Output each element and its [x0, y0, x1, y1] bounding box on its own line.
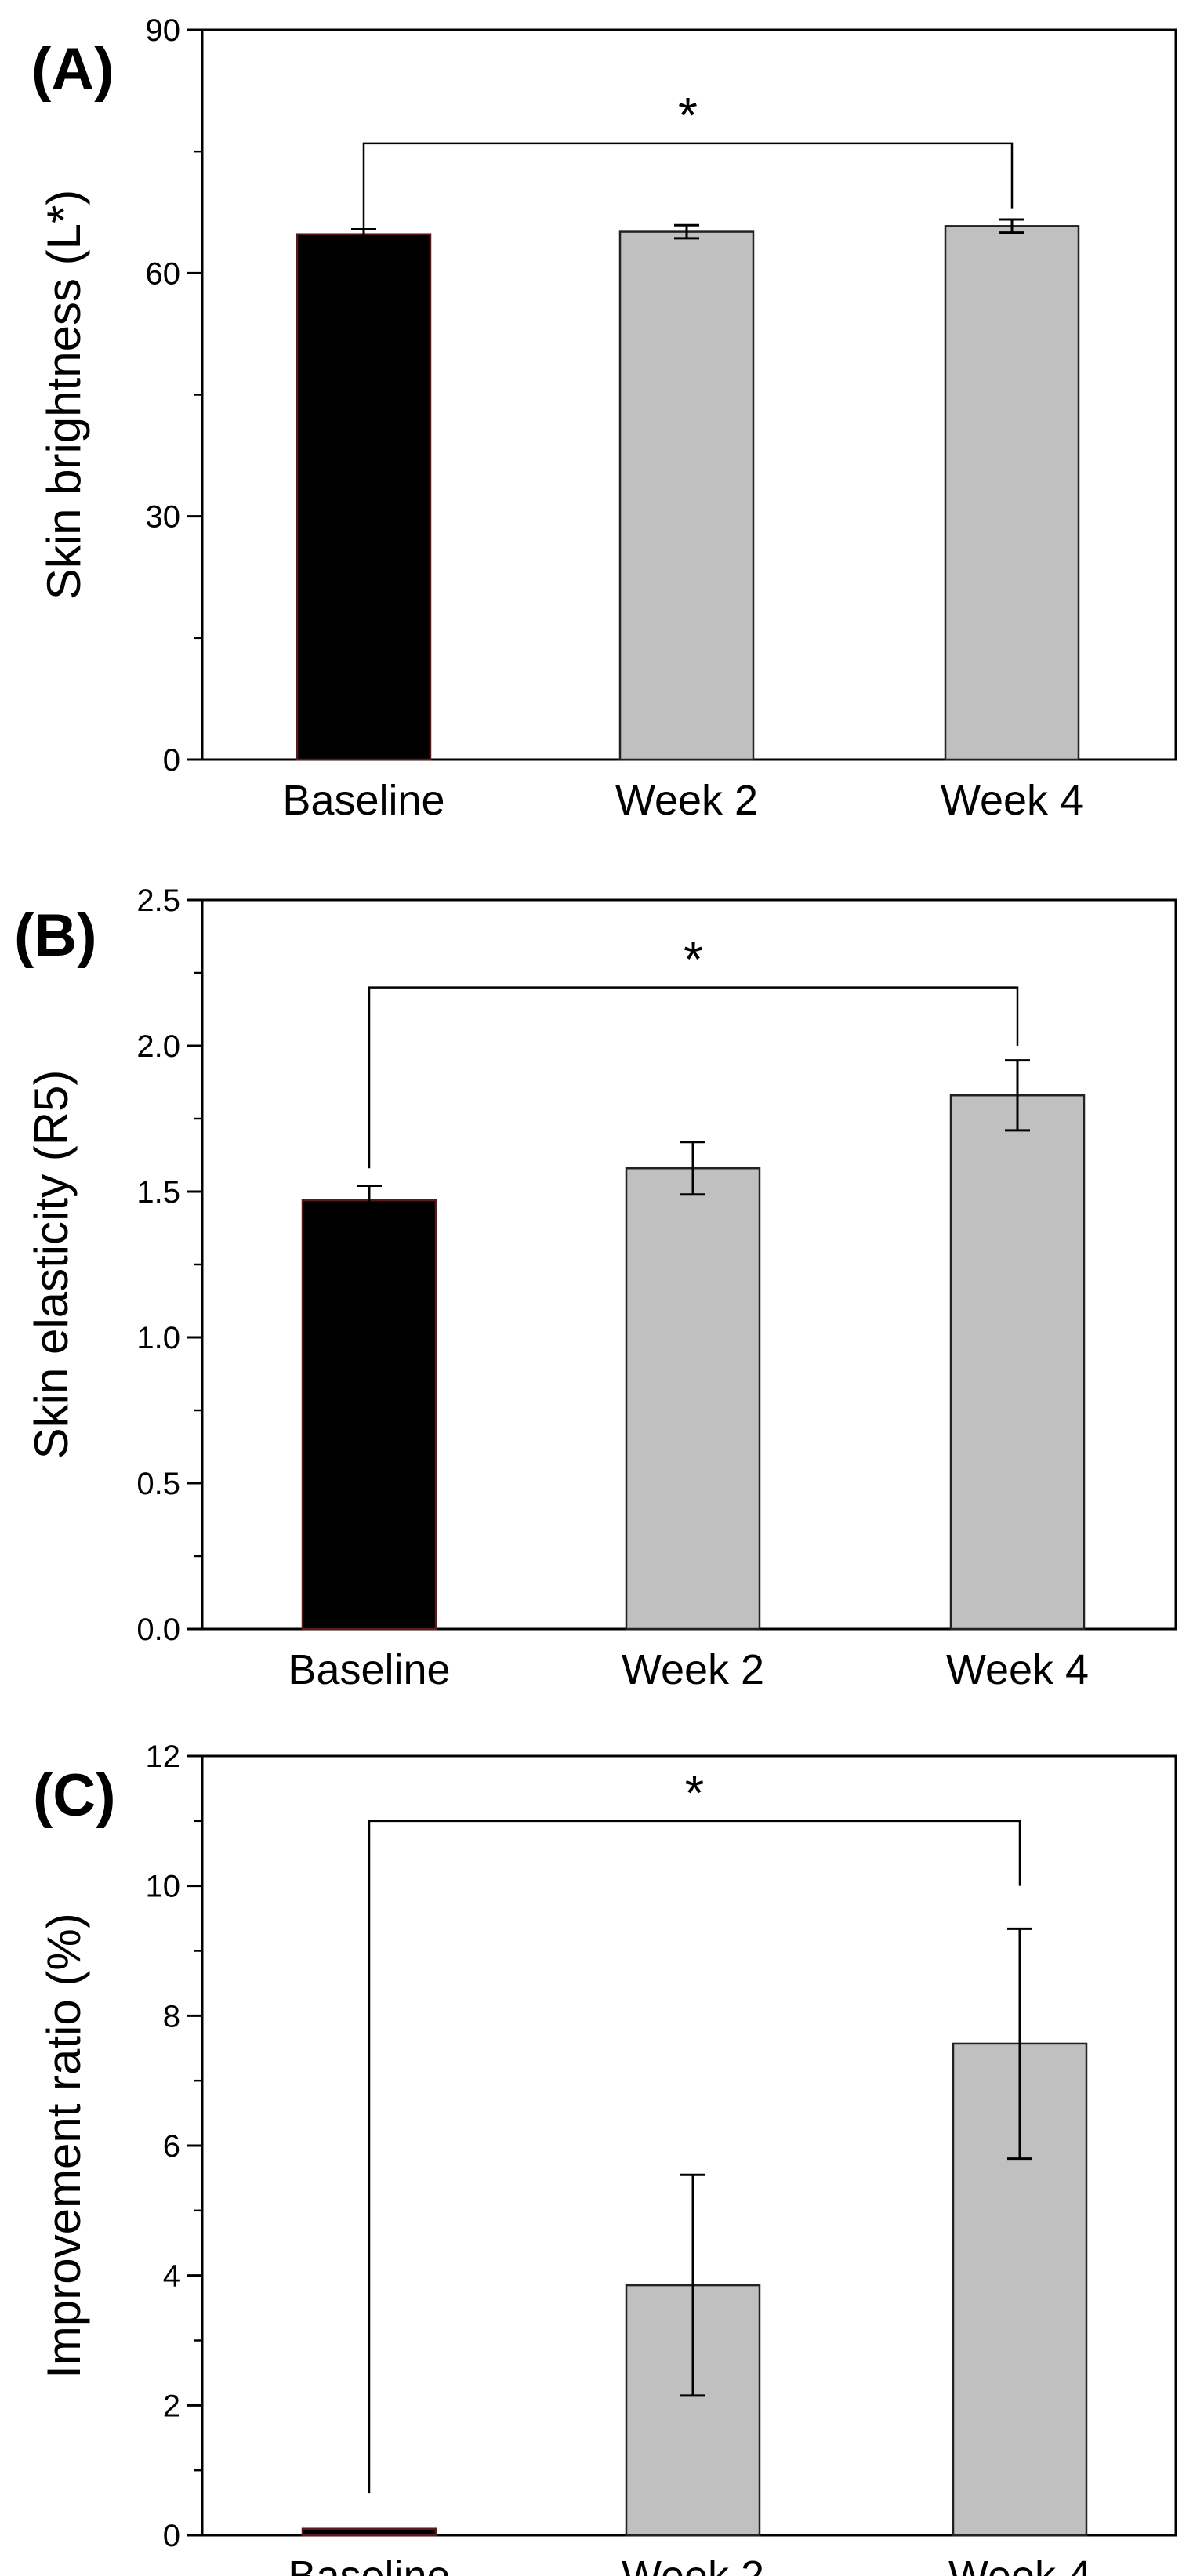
significance-marker: *	[684, 931, 703, 988]
y-tick-label: 12	[146, 1740, 181, 1774]
panel-label: (B)	[14, 902, 97, 969]
y-tick-label: 1.5	[136, 1175, 180, 1210]
y-tick-label: 60	[146, 256, 181, 291]
significance-bracket	[362, 142, 1014, 241]
x-category-label: Baseline	[288, 2552, 450, 2576]
bar-week-4	[949, 1094, 1086, 1631]
y-tick-label: 0.5	[136, 1467, 180, 1501]
y-tick-label: 1.0	[136, 1321, 180, 1355]
x-category-label: Week 2	[615, 777, 758, 824]
x-category-label: Baseline	[288, 1646, 450, 1693]
bar-baseline	[301, 2527, 437, 2537]
x-category-label: Week 4	[948, 2552, 1091, 2576]
y-axis-label: Skin elasticity (R5)	[25, 1070, 78, 1460]
chart-panel: 0 30 60 90 Baseline Week 2 Week 4 * Skin brightn…	[31, 13, 1177, 824]
x-category-label: Week 2	[622, 2552, 764, 2576]
significance-marker: *	[678, 87, 698, 143]
y-tick-label: 8	[163, 1999, 180, 2034]
y-tick-label: 10	[146, 1870, 181, 1904]
y-axis-label: Improvement ratio (%)	[38, 1913, 90, 2378]
y-tick-label: 90	[146, 13, 181, 48]
chart-panel: 0 2 4 6 8 10 12 Baseline Week 2 Week 4 * Improvemen…	[33, 1740, 1177, 2576]
bar-baseline	[296, 233, 432, 761]
bar-week-2	[618, 230, 755, 761]
y-tick-label: 0	[163, 2519, 180, 2553]
y-tick-label: 2.0	[136, 1029, 180, 1064]
x-category-label: Week 2	[622, 1646, 764, 1693]
x-category-label: Baseline	[282, 777, 444, 824]
y-tick-label: 30	[146, 500, 181, 535]
significance-bracket	[368, 986, 1019, 1169]
panel-label: (A)	[31, 36, 114, 103]
y-tick-label: 6	[163, 2129, 180, 2164]
panel-label: (C)	[33, 1762, 116, 1829]
significance-bracket	[368, 1820, 1021, 2494]
y-tick-label: 0.0	[136, 1613, 180, 1647]
y-tick-label: 4	[163, 2259, 180, 2294]
significance-marker: *	[685, 1765, 705, 1821]
chart-panel: 0.0 0.5 1.0 1.5 2.0 2.5 Baseline Week 2 Week 4 * S…	[14, 883, 1177, 1693]
y-axis-label: Skin brightness (L*)	[38, 190, 90, 600]
y-tick-label: 2	[163, 2389, 180, 2423]
y-tick-label: 2.5	[136, 883, 180, 918]
y-tick-label: 0	[163, 743, 180, 778]
bar-week-2	[625, 1166, 761, 1631]
bar-week-4	[944, 225, 1080, 761]
x-category-label: Week 4	[941, 777, 1083, 824]
x-category-label: Week 4	[946, 1646, 1089, 1693]
bar-baseline	[301, 1199, 437, 1631]
